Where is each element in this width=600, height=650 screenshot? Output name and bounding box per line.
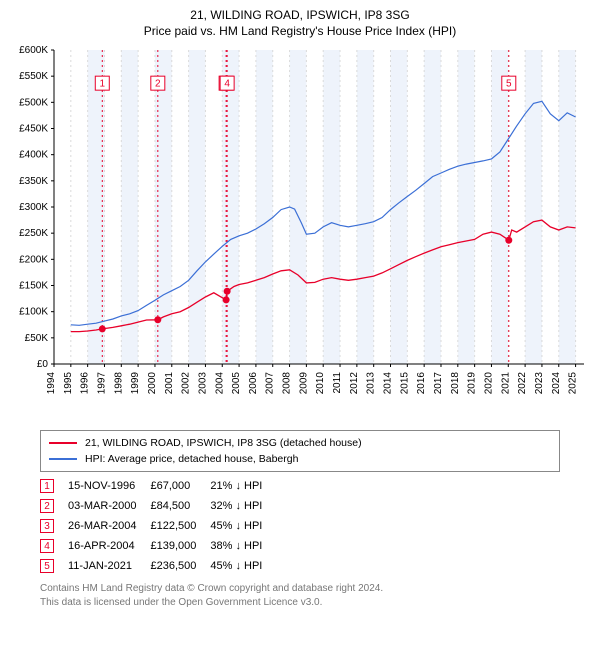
- svg-text:2025: 2025: [568, 372, 579, 395]
- svg-text:2016: 2016: [416, 372, 427, 395]
- svg-text:£450K: £450K: [19, 124, 48, 135]
- table-row: 4 16-APR-2004£139,00038% ↓ HPI: [40, 536, 276, 556]
- record-num-cell: 2: [40, 496, 68, 516]
- svg-text:2003: 2003: [197, 372, 208, 395]
- legend-swatch: [49, 442, 77, 444]
- record-vs-hpi: 32% ↓ HPI: [210, 496, 276, 516]
- svg-text:2001: 2001: [164, 372, 175, 395]
- svg-text:2023: 2023: [534, 372, 545, 395]
- svg-text:£250K: £250K: [19, 228, 48, 239]
- svg-text:1995: 1995: [63, 372, 74, 395]
- svg-text:2011: 2011: [332, 372, 343, 394]
- svg-text:1998: 1998: [113, 372, 124, 395]
- svg-text:2020: 2020: [483, 372, 494, 395]
- svg-text:£150K: £150K: [19, 281, 48, 292]
- record-price: £84,500: [150, 496, 210, 516]
- record-num-cell: 4: [40, 536, 68, 556]
- chart-subtitle: Price paid vs. HM Land Registry's House …: [10, 24, 590, 38]
- svg-text:1997: 1997: [96, 372, 107, 395]
- footer-line-1: Contains HM Land Registry data © Crown c…: [40, 582, 590, 596]
- svg-text:£300K: £300K: [19, 202, 48, 213]
- svg-text:£0: £0: [37, 359, 49, 370]
- table-row: 1 15-NOV-1996£67,00021% ↓ HPI: [40, 476, 276, 496]
- svg-text:2004: 2004: [214, 372, 225, 395]
- svg-text:£500K: £500K: [19, 97, 48, 108]
- record-vs-hpi: 45% ↓ HPI: [210, 556, 276, 576]
- legend-item: HPI: Average price, detached house, Babe…: [49, 451, 551, 467]
- svg-text:£400K: £400K: [19, 150, 48, 161]
- record-num-cell: 5: [40, 556, 68, 576]
- svg-text:£600K: £600K: [19, 45, 48, 56]
- svg-text:2015: 2015: [399, 372, 410, 395]
- svg-text:2024: 2024: [551, 372, 562, 395]
- record-vs-hpi: 21% ↓ HPI: [210, 476, 276, 496]
- record-num-cell: 1: [40, 476, 68, 496]
- table-row: 2 03-MAR-2000£84,50032% ↓ HPI: [40, 496, 276, 516]
- svg-text:2009: 2009: [298, 372, 309, 395]
- legend-swatch: [49, 458, 77, 460]
- svg-text:2: 2: [155, 78, 161, 89]
- record-num-cell: 3: [40, 516, 68, 536]
- record-marker-box: 1: [40, 479, 54, 493]
- record-date: 16-APR-2004: [68, 536, 150, 556]
- svg-text:1999: 1999: [130, 372, 141, 395]
- legend-label: 21, WILDING ROAD, IPSWICH, IP8 3SG (deta…: [85, 437, 362, 449]
- record-price: £122,500: [150, 516, 210, 536]
- chart-title: 21, WILDING ROAD, IPSWICH, IP8 3SG: [10, 8, 590, 22]
- svg-text:2000: 2000: [147, 372, 158, 395]
- record-price: £67,000: [150, 476, 210, 496]
- legend: 21, WILDING ROAD, IPSWICH, IP8 3SG (deta…: [40, 430, 560, 472]
- record-price: £139,000: [150, 536, 210, 556]
- svg-text:2022: 2022: [517, 372, 528, 395]
- svg-text:2008: 2008: [282, 372, 293, 395]
- svg-text:2018: 2018: [450, 372, 461, 395]
- record-vs-hpi: 45% ↓ HPI: [210, 516, 276, 536]
- record-marker-box: 5: [40, 559, 54, 573]
- svg-text:2013: 2013: [366, 372, 377, 395]
- svg-text:2019: 2019: [467, 372, 478, 395]
- footer-attribution: Contains HM Land Registry data © Crown c…: [40, 582, 590, 609]
- footer-line-2: This data is licensed under the Open Gov…: [40, 596, 590, 610]
- table-row: 3 26-MAR-2004£122,50045% ↓ HPI: [40, 516, 276, 536]
- svg-text:2010: 2010: [315, 372, 326, 395]
- record-vs-hpi: 38% ↓ HPI: [210, 536, 276, 556]
- record-marker-box: 4: [40, 539, 54, 553]
- svg-text:1994: 1994: [46, 372, 57, 395]
- svg-text:2007: 2007: [265, 372, 276, 395]
- record-date: 15-NOV-1996: [68, 476, 150, 496]
- svg-text:2017: 2017: [433, 372, 444, 395]
- legend-label: HPI: Average price, detached house, Babe…: [85, 453, 298, 465]
- line-chart: £0 £50K £100K £150K £200K £250K £300K £350K £400…: [10, 44, 590, 424]
- record-date: 03-MAR-2000: [68, 496, 150, 516]
- page-root: 21, WILDING ROAD, IPSWICH, IP8 3SG Price…: [0, 0, 600, 617]
- record-price: £236,500: [150, 556, 210, 576]
- svg-text:2006: 2006: [248, 372, 259, 395]
- svg-text:£350K: £350K: [19, 176, 48, 187]
- svg-text:2012: 2012: [349, 372, 360, 395]
- svg-text:4: 4: [224, 78, 230, 89]
- table-row: 5 11-JAN-2021£236,50045% ↓ HPI: [40, 556, 276, 576]
- chart-container: £0 £50K £100K £150K £200K £250K £300K £350K £400…: [10, 44, 590, 424]
- svg-text:1: 1: [100, 78, 106, 89]
- svg-text:£50K: £50K: [25, 333, 49, 344]
- legend-item: 21, WILDING ROAD, IPSWICH, IP8 3SG (deta…: [49, 435, 551, 451]
- record-date: 26-MAR-2004: [68, 516, 150, 536]
- record-date: 11-JAN-2021: [68, 556, 150, 576]
- svg-text:£100K: £100K: [19, 307, 48, 318]
- record-marker-box: 2: [40, 499, 54, 513]
- sales-records-table: 1 15-NOV-1996£67,00021% ↓ HPI 2 03-MAR-2000…: [40, 476, 590, 576]
- svg-text:2021: 2021: [500, 372, 511, 395]
- svg-text:5: 5: [506, 78, 512, 89]
- svg-text:2002: 2002: [181, 372, 192, 395]
- svg-text:1996: 1996: [80, 372, 91, 395]
- svg-text:£550K: £550K: [19, 71, 48, 82]
- record-marker-box: 3: [40, 519, 54, 533]
- svg-text:£200K: £200K: [19, 254, 48, 265]
- svg-text:2005: 2005: [231, 372, 242, 395]
- svg-text:2014: 2014: [383, 372, 394, 395]
